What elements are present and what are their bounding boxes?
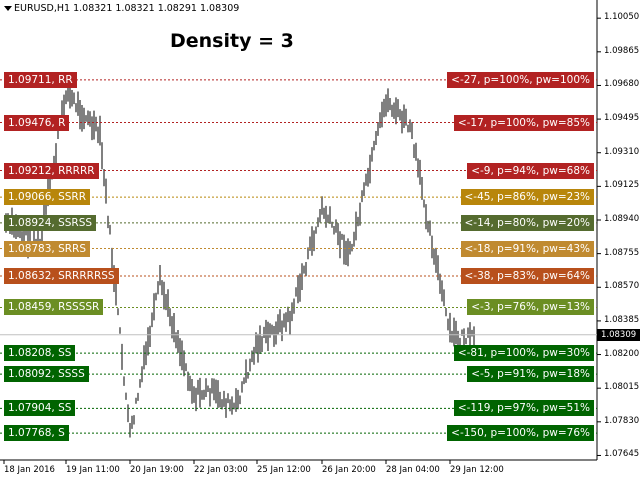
time-axis-label: 22 Jan 03:00 bbox=[194, 465, 248, 475]
density-title: Density = 3 bbox=[170, 30, 294, 52]
price-axis-label: 1.07645 bbox=[604, 449, 640, 460]
level-label-left[interactable]: 1.08092, SSSS bbox=[4, 366, 89, 383]
level-label-right[interactable]: <-14, p=80%, pw=20% bbox=[460, 214, 594, 231]
price-axis-label: 1.08015 bbox=[604, 382, 640, 393]
level-label-right[interactable]: <-150, p=100%, pw=76% bbox=[447, 425, 594, 442]
current-price-label: 1.08309 bbox=[597, 328, 640, 341]
level-label-left[interactable]: 1.07768, S bbox=[4, 425, 69, 442]
price-axis-label: 1.09310 bbox=[604, 146, 640, 157]
level-label-right[interactable]: <-18, p=91%, pw=43% bbox=[460, 240, 594, 257]
price-bars bbox=[5, 82, 475, 438]
level-label-left[interactable]: 1.09476, R bbox=[4, 114, 70, 131]
price-axis-label: 1.10050 bbox=[604, 12, 640, 23]
level-label-left[interactable]: 1.07904, SS bbox=[4, 400, 76, 417]
level-label-right[interactable]: <-119, p=97%, pw=51% bbox=[453, 400, 594, 417]
symbol-info: EURUSD,H1 1.08321 1.08321 1.08291 1.0830… bbox=[14, 3, 240, 14]
level-label-right[interactable]: <-17, p=100%, pw=85% bbox=[453, 114, 594, 131]
price-axis-label: 1.07830 bbox=[604, 415, 640, 426]
level-label-right[interactable]: <-38, p=83%, pw=64% bbox=[460, 268, 594, 284]
price-axis-label: 1.09495 bbox=[604, 113, 640, 124]
price-axis-label: 1.08570 bbox=[604, 281, 640, 292]
price-axis-label: 1.09125 bbox=[604, 180, 640, 191]
time-axis-label: 26 Jan 20:00 bbox=[322, 465, 376, 475]
price-axis-label: 1.08755 bbox=[604, 247, 640, 258]
level-label-left[interactable]: 1.08632, SRRRRRSS bbox=[4, 268, 119, 284]
time-axis-label: 18 Jan 2016 bbox=[4, 465, 55, 475]
level-label-right[interactable]: <-5, p=91%, pw=18% bbox=[467, 366, 594, 383]
level-label-left[interactable]: 1.08208, SS bbox=[4, 345, 76, 362]
price-axis-label: 1.09865 bbox=[604, 45, 640, 56]
level-label-left[interactable]: 1.08459, RSSSSR bbox=[4, 299, 104, 316]
level-label-left[interactable]: 1.09066, SSRR bbox=[4, 189, 91, 206]
time-axis-label: 19 Jan 11:00 bbox=[66, 465, 120, 475]
price-axis-label: 1.08940 bbox=[604, 214, 640, 224]
time-axis-label: 20 Jan 19:00 bbox=[130, 465, 184, 475]
level-label-left[interactable]: 1.08924, SSRSS bbox=[4, 214, 97, 231]
price-axis-label: 1.08385 bbox=[604, 314, 640, 325]
price-axis-label: 1.09680 bbox=[604, 79, 640, 90]
collapse-triangle-icon[interactable] bbox=[4, 6, 12, 11]
level-label-right[interactable]: <-81, p=100%, pw=30% bbox=[453, 345, 594, 362]
level-label-right[interactable]: <-3, p=76%, pw=13% bbox=[467, 299, 594, 316]
time-axis-label: 25 Jan 12:00 bbox=[257, 465, 311, 475]
price-axis-label: 1.08200 bbox=[604, 348, 640, 359]
level-label-right[interactable]: <-9, p=94%, pw=68% bbox=[467, 162, 594, 179]
level-label-right[interactable]: <-27, p=100%, pw=100% bbox=[447, 71, 594, 88]
level-label-left[interactable]: 1.08783, SRRS bbox=[4, 240, 91, 257]
level-label-left[interactable]: 1.09212, RRRRR bbox=[4, 162, 99, 179]
level-label-right[interactable]: <-45, p=86%, pw=23% bbox=[460, 189, 594, 206]
time-axis-label: 28 Jan 04:00 bbox=[386, 465, 440, 475]
time-axis-label: 29 Jan 12:00 bbox=[450, 465, 504, 475]
level-label-left[interactable]: 1.09711, RR bbox=[4, 71, 77, 88]
